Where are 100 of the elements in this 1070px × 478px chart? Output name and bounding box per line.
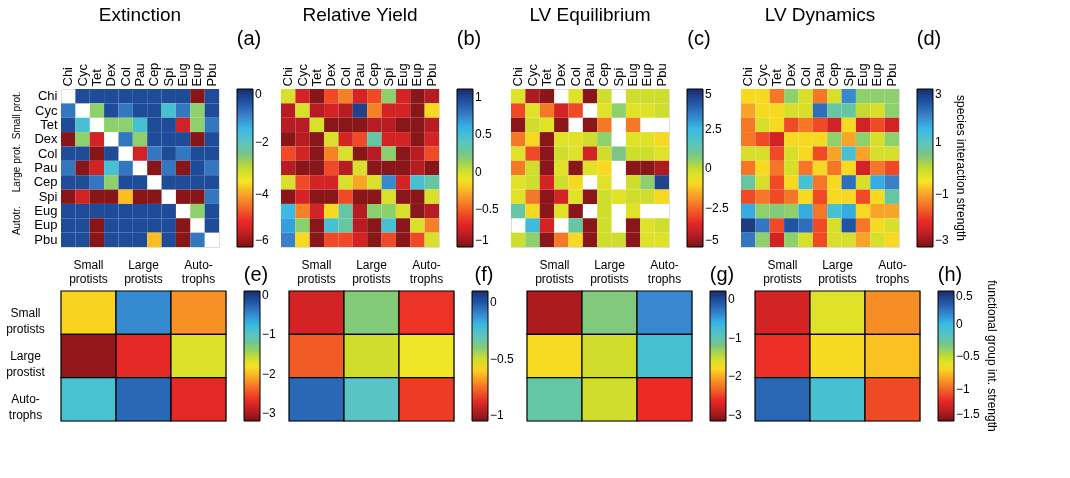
text: Autotr.: [11, 206, 22, 236]
x-tick-label: Eup: [409, 63, 425, 87]
x-tick-label: Large protists: [818, 257, 857, 286]
chart-title: Extinction: [98, 4, 182, 25]
color-bar-label: −3: [262, 406, 277, 421]
x-tick-label: Col: [117, 66, 133, 87]
y-tick-label: Eug: [34, 203, 58, 219]
text: (e): [243, 263, 269, 285]
x-tick-label: Small protists: [535, 257, 574, 286]
text: (b): [456, 27, 482, 49]
x-tick-label: Dex: [553, 62, 569, 87]
x-tick-label: Col: [797, 66, 813, 87]
color-bar-label: 0.5: [475, 127, 493, 142]
x-tick-label: Chi: [280, 66, 296, 87]
x-tick-label: Pbu: [653, 63, 669, 87]
x-tick-label: Eup: [639, 63, 655, 87]
color-bar-label: 0: [490, 295, 497, 310]
text: (c): [687, 27, 711, 49]
color-bar-label: −1: [935, 187, 950, 202]
color-bar-label: −6: [255, 233, 270, 247]
color-bar-label: 0: [728, 291, 735, 306]
x-tick-label: Small protists: [763, 257, 802, 286]
x-tick-label: Eug: [395, 63, 411, 87]
x-tick-label: Eup: [189, 63, 205, 87]
x-tick-label: Cyc: [754, 63, 770, 87]
color-bar-label: −0.5: [490, 351, 515, 366]
x-tick-label: Pau: [132, 63, 147, 87]
x-tick-label: Auto- trophs: [875, 257, 910, 286]
x-tick-label: Small protists: [69, 257, 108, 286]
x-tick-label: Dex: [323, 62, 339, 87]
x-tick-label: Eup: [869, 63, 885, 87]
x-tick-label: Spi: [160, 67, 176, 87]
x-tick-label: Pbu: [883, 63, 899, 87]
color-bar-label: −0.5: [956, 349, 981, 363]
color-bar-label: −2: [728, 369, 743, 384]
x-tick-label: Cyc: [294, 63, 310, 87]
y-tick-label: Cep: [33, 174, 58, 190]
color-bar-label: 5: [705, 87, 712, 101]
color-bar-label: 1: [935, 134, 942, 149]
x-tick-label: Auto- trophs: [647, 257, 682, 286]
x-tick-label: Cyc: [74, 63, 90, 87]
x-tick-label: Pau: [812, 63, 827, 87]
x-tick-label: Cyc: [524, 63, 540, 87]
color-bar-title: species interaction strength: [954, 94, 968, 242]
x-tick-label: Pau: [582, 63, 597, 87]
text: (h): [937, 263, 963, 285]
color-bar-label: −2: [255, 134, 270, 149]
color-bar-label: −1: [956, 381, 971, 396]
y-tick-label: Col: [37, 145, 58, 161]
color-bar-label: 0: [255, 87, 262, 101]
color-bar-label: −1.5: [956, 407, 981, 421]
color-bar-label: −1: [490, 408, 505, 423]
color-bar-label: −3: [728, 408, 743, 423]
x-tick-label: Cep: [596, 62, 612, 87]
x-tick-label: Chi: [740, 66, 756, 87]
y-tick-label: Eup: [34, 217, 58, 233]
color-bar-label: −3: [935, 233, 950, 247]
color-bar-label: 0: [705, 161, 712, 175]
text: Large prot.: [11, 143, 22, 193]
text: Small prot.: [11, 91, 22, 140]
y-tick-label: Chi: [37, 88, 58, 104]
x-tick-label: Cep: [826, 62, 842, 87]
color-bar-label: −1: [728, 330, 743, 345]
y-tick-label: Pbu: [34, 231, 58, 247]
y-tick-label: Small protists: [6, 305, 45, 336]
x-tick-label: Eug: [855, 63, 871, 87]
chart-title: LV Dynamics: [764, 4, 876, 25]
x-tick-label: Cep: [146, 62, 162, 87]
x-tick-label: Large protists: [352, 257, 391, 286]
x-tick-label: Spi: [610, 67, 626, 87]
x-tick-label: Col: [567, 66, 583, 87]
x-tick-label: Eug: [625, 63, 641, 87]
color-bar-label: −2.5: [705, 200, 730, 215]
color-bar-label: 0: [475, 164, 482, 179]
x-tick-label: Spi: [380, 67, 396, 87]
color-bar-label: 0: [956, 316, 963, 331]
color-bar-label: 2.5: [705, 121, 723, 136]
color-bar-label: −5: [705, 233, 720, 247]
y-tick-label: Dex: [34, 131, 58, 147]
x-tick-label: Auto- trophs: [409, 257, 444, 286]
x-tick-label: Dex: [103, 62, 119, 87]
y-tick-label: Pau: [34, 160, 58, 175]
text: (f): [474, 263, 494, 285]
x-tick-label: Pbu: [423, 63, 439, 87]
x-tick-label: Col: [337, 66, 353, 87]
color-bar-label: −2: [262, 366, 277, 381]
color-bar-label: −1: [475, 233, 490, 247]
x-tick-label: Chi: [510, 66, 526, 87]
chart-title: Relative Yield: [302, 4, 418, 25]
x-tick-label: Small protists: [297, 257, 336, 286]
color-bar-label: 0: [262, 287, 269, 302]
text: (d): [916, 27, 942, 49]
color-bar-label: −1: [262, 327, 277, 342]
x-tick-label: Dex: [783, 62, 799, 87]
color-bar-title: functional group int. strength: [985, 280, 999, 432]
chart-title: LV Equilibrium: [529, 4, 651, 25]
y-tick-label: Spi: [38, 188, 58, 204]
x-tick-label: Auto- trophs: [181, 257, 216, 286]
x-tick-label: Eug: [175, 63, 191, 87]
x-tick-label: Spi: [840, 67, 856, 87]
